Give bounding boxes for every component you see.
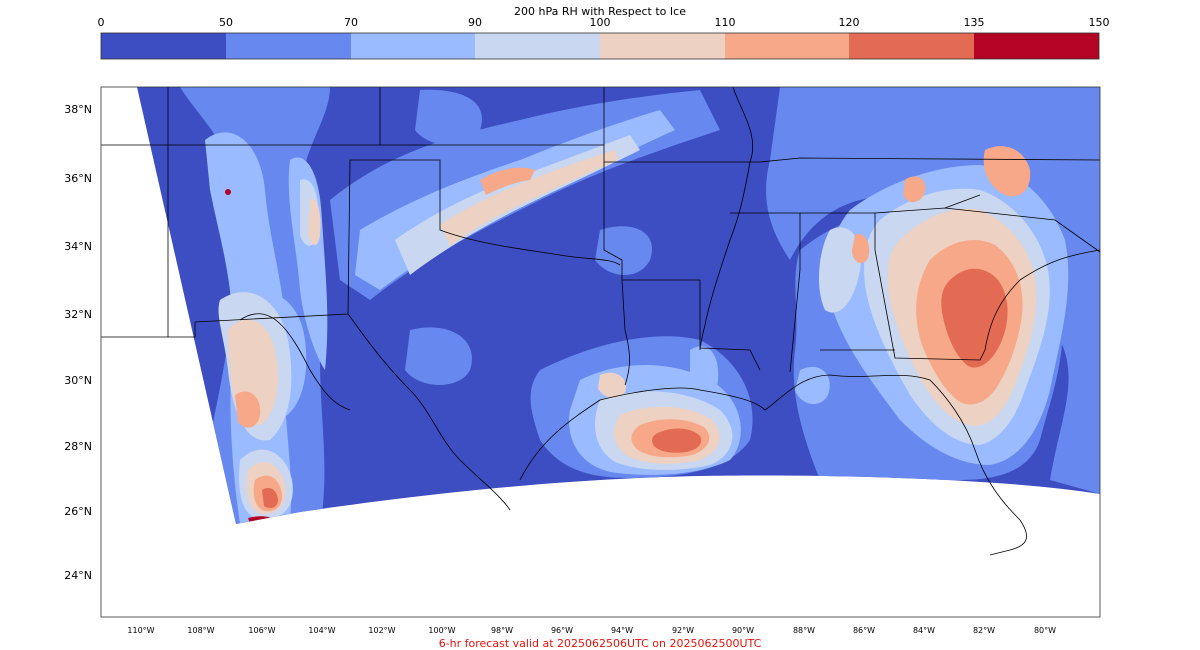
colorbar-tick-label: 150 [1089, 16, 1110, 29]
lat-label: 30°N [64, 374, 92, 387]
colorbar-segment-1 [226, 33, 351, 59]
rh-field [137, 87, 1100, 524]
forecast-validity-caption: 6-hr forecast valid at 2025062506UTC on … [439, 637, 762, 650]
lon-label: 98°W [491, 626, 513, 635]
lon-label: 96°W [551, 626, 573, 635]
lon-label: 108°W [187, 626, 214, 635]
lon-label: 106°W [248, 626, 275, 635]
lat-label: 34°N [64, 240, 92, 253]
lon-label: 84°W [913, 626, 935, 635]
colorbar-segment-6 [849, 33, 974, 59]
lat-label: 38°N [64, 103, 92, 116]
colorbar-segment-5 [725, 33, 849, 59]
state-borders [101, 86, 1101, 556]
lat-label: 24°N [64, 569, 92, 582]
colorbar-segments [101, 33, 1099, 59]
colorbar-segment-3 [475, 33, 600, 59]
map-frame [100, 86, 1101, 618]
lon-label: 100°W [428, 626, 455, 635]
lon-label: 94°W [611, 626, 633, 635]
lon-label: 86°W [853, 626, 875, 635]
colorbar-segment-2 [351, 33, 475, 59]
colorbar-tick-label: 135 [964, 16, 985, 29]
colorbar: 200 hPa RH with Respect to Ice 0 50 70 9… [98, 5, 1110, 60]
lon-label: 80°W [1034, 626, 1056, 635]
lon-label: 82°W [973, 626, 995, 635]
lon-label: 104°W [308, 626, 335, 635]
lon-label: 92°W [672, 626, 694, 635]
colorbar-tick-label: 90 [468, 16, 482, 29]
colorbar-tick-label: 100 [590, 16, 611, 29]
lon-label: 110°W [127, 626, 154, 635]
longitude-labels: 110°W 108°W 106°W 104°W 102°W 100°W 98°W… [127, 626, 1056, 635]
lat-label: 32°N [64, 308, 92, 321]
colorbar-tick-label: 0 [98, 16, 105, 29]
colorbar-tick-label: 70 [344, 16, 358, 29]
colorbar-tick-label: 50 [219, 16, 233, 29]
lon-label: 102°W [368, 626, 395, 635]
colorbar-frame [100, 32, 1100, 60]
colorbar-segment-4 [600, 33, 725, 59]
lon-label: 90°W [732, 626, 754, 635]
map-panel: 38°N 36°N 34°N 32°N 30°N 28°N 26°N 24°N … [64, 86, 1101, 635]
colorbar-segment-7 [974, 33, 1099, 59]
lat-label: 26°N [64, 505, 92, 518]
rh-level-120-135 [262, 268, 1008, 508]
lat-label: 28°N [64, 440, 92, 453]
lat-label: 36°N [64, 172, 92, 185]
colorbar-ticks: 0 50 70 90 100 110 120 135 150 [98, 16, 1110, 29]
colorbar-tick-label: 120 [839, 16, 860, 29]
latitude-labels: 38°N 36°N 34°N 32°N 30°N 28°N 26°N 24°N [64, 103, 92, 582]
colorbar-title: 200 hPa RH with Respect to Ice [514, 5, 686, 18]
colorbar-tick-label: 110 [715, 16, 736, 29]
lon-label: 88°W [793, 626, 815, 635]
colorbar-segment-0 [101, 33, 226, 59]
